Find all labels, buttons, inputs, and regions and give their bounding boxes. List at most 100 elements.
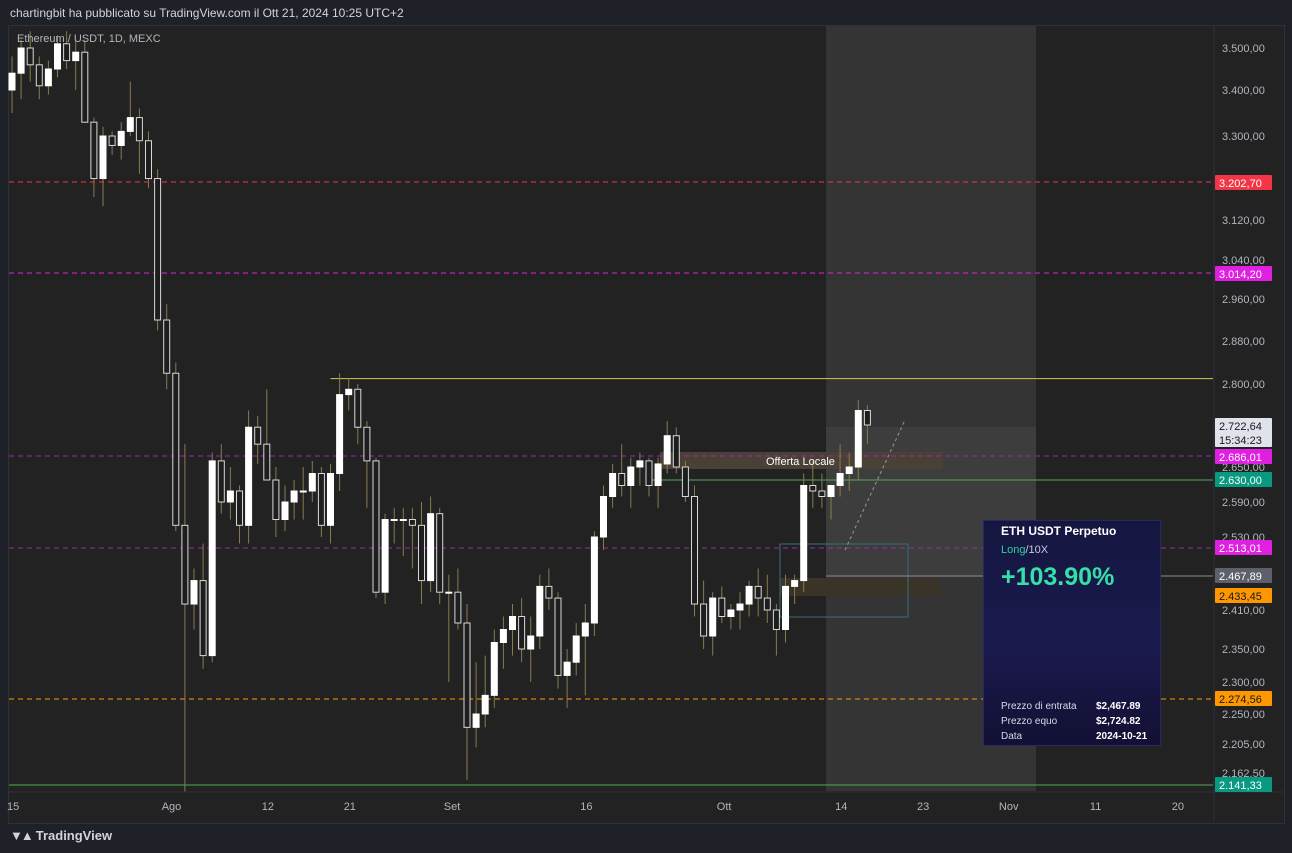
candle-body <box>445 591 453 594</box>
candle-body <box>709 597 717 637</box>
candle-body <box>63 43 71 62</box>
y-tick-label: 2.960,00 <box>1222 294 1265 306</box>
candle-body <box>663 435 671 465</box>
price-tag-label: 3.014,20 <box>1219 269 1262 281</box>
y-tick-label: 3.040,00 <box>1222 255 1265 267</box>
candle-body <box>290 490 298 503</box>
candle-body <box>554 597 562 676</box>
card-fair-label: Prezzo equo <box>1001 716 1058 727</box>
candle-body <box>336 394 344 474</box>
x-tick-label: 11 <box>1090 801 1101 813</box>
offer-zone-label: Offerta Locale <box>766 456 835 468</box>
candle-body <box>217 460 225 503</box>
candle-body <box>581 622 589 637</box>
candle-body <box>490 642 498 696</box>
y-tick-label: 2.250,00 <box>1222 709 1265 721</box>
candle-body <box>691 496 698 605</box>
candle-body <box>499 629 507 643</box>
candle-body <box>90 121 98 180</box>
candle-body <box>745 585 753 605</box>
candle-body <box>827 485 835 497</box>
candle-body <box>99 135 107 180</box>
candle-body <box>454 591 462 624</box>
candle-body <box>254 426 262 445</box>
candle-body <box>8 72 16 91</box>
candle-body <box>618 473 626 486</box>
candle-body <box>727 609 735 617</box>
candle-body <box>26 47 34 66</box>
x-tick-label: Ago <box>162 801 182 813</box>
price-tag-label: 2.722,64 <box>1219 421 1262 433</box>
price-tag-bg <box>1215 540 1272 555</box>
price-tag-label: 15:34:23 <box>1219 435 1262 447</box>
y-tick-label: 2.880,00 <box>1222 336 1265 348</box>
candle-body <box>772 609 780 630</box>
candle-body <box>627 466 635 486</box>
candle-body <box>299 490 307 493</box>
x-tick-label: Nov <box>999 801 1019 813</box>
x-tick-label: 15 <box>7 801 19 813</box>
x-tick-label: 20 <box>1172 801 1184 813</box>
candle-body <box>763 597 771 611</box>
candle-body <box>17 47 25 74</box>
card-pnl: +103.90% <box>1001 563 1115 591</box>
price-tag-label: 2.513,01 <box>1219 543 1262 555</box>
candle-body <box>863 409 871 426</box>
candle-body <box>791 580 799 587</box>
x-tick-label: 21 <box>344 801 356 813</box>
candle-body <box>281 501 289 520</box>
y-tick-label: 2.800,00 <box>1222 379 1265 391</box>
candle-body <box>399 519 407 521</box>
candle-body <box>590 536 598 624</box>
tradingview-logo[interactable]: ▼▲ TradingView <box>10 828 112 843</box>
candles <box>8 31 871 792</box>
candle-body <box>672 435 680 468</box>
candle-body <box>272 479 280 520</box>
candle-body <box>145 140 152 180</box>
x-tick-label: 23 <box>917 801 929 813</box>
price-tag-bg <box>1215 449 1272 464</box>
candle-body <box>108 135 116 146</box>
candle-body <box>345 388 353 396</box>
price-tag-label: 2.686,01 <box>1219 452 1262 464</box>
candle-body <box>363 426 371 462</box>
price-tag-label: 2.630,00 <box>1219 475 1262 487</box>
candle-body <box>636 460 644 468</box>
candle-body <box>545 585 553 599</box>
candle-body <box>245 426 253 526</box>
candle-body <box>800 485 808 582</box>
candle-body <box>418 524 425 582</box>
card-entry-label: Prezzo di entrata <box>1001 701 1077 712</box>
candle-body <box>199 580 207 657</box>
candle-body <box>536 585 544 637</box>
y-tick-label: 2.205,00 <box>1222 739 1265 751</box>
candle-body <box>35 64 43 87</box>
candle-body <box>845 466 853 474</box>
candle-body <box>390 519 398 521</box>
candle-body <box>226 490 234 503</box>
price-tag-label: 2.433,45 <box>1219 591 1262 603</box>
candle-body <box>172 372 180 526</box>
price-tag-bg <box>1215 432 1272 447</box>
price-tag-bg <box>1215 691 1272 706</box>
candle-body <box>408 519 416 526</box>
candle-body <box>718 597 726 617</box>
candle-body <box>327 473 334 526</box>
candle-body <box>208 460 216 657</box>
candle-body <box>645 460 653 487</box>
candle-body <box>381 519 389 593</box>
candle-body <box>317 473 325 526</box>
price-tag-bg <box>1215 418 1272 433</box>
card-leverage: /10X <box>1025 544 1049 556</box>
candle-body <box>509 616 516 630</box>
y-tick-label: 3.120,00 <box>1222 215 1265 227</box>
candle-body <box>354 388 362 428</box>
candle-body <box>481 694 489 715</box>
card-date-value: 2024-10-21 <box>1096 731 1148 742</box>
position-card: ETH USDT Perpetuo Long/10X +103.90% Prez… <box>983 520 1161 746</box>
price-tags: 3.202,70 3.014,20 2.722,64 15:34:23 2.686,01… <box>1215 175 1272 792</box>
symbol-title: Ethereum / USDT, 1D, MEXC <box>17 33 161 45</box>
candle-body <box>754 585 762 599</box>
candle-body <box>263 443 271 481</box>
price-tag-label: 2.467,89 <box>1219 571 1262 583</box>
